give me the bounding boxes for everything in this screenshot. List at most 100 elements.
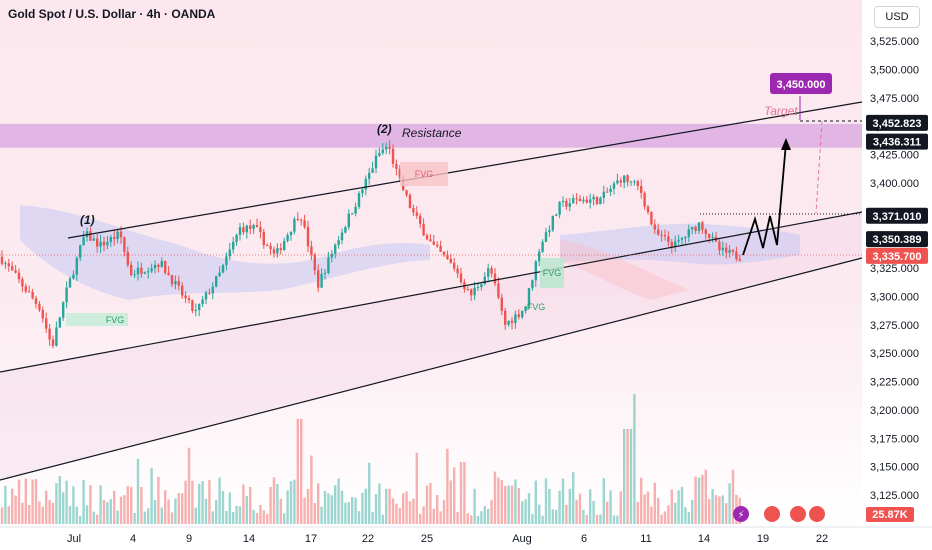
candle-body bbox=[286, 235, 289, 241]
candle-body bbox=[708, 233, 711, 238]
volume-bar bbox=[476, 515, 480, 524]
us-flag-icon[interactable] bbox=[790, 506, 806, 522]
candle-body bbox=[633, 181, 636, 183]
us-flag-icon[interactable] bbox=[764, 506, 780, 522]
candle-body bbox=[548, 230, 551, 233]
price-badge-text: 3,436.311 bbox=[873, 137, 921, 149]
fvg-label-4: FVG bbox=[527, 302, 546, 312]
volume-bar bbox=[568, 488, 571, 524]
candle-body bbox=[34, 298, 38, 304]
upper-channel-line[interactable] bbox=[67, 101, 863, 239]
volume-bar bbox=[456, 511, 459, 524]
volume-bar bbox=[364, 488, 367, 524]
volume-bar bbox=[398, 508, 401, 524]
volume-bar bbox=[17, 479, 21, 524]
volume-bar bbox=[208, 480, 211, 524]
volume-bar bbox=[245, 495, 248, 524]
lightning-icon[interactable] bbox=[733, 506, 749, 522]
volume-bar bbox=[337, 478, 340, 524]
candle-body bbox=[551, 215, 554, 231]
candle-body bbox=[640, 186, 643, 193]
candle-body bbox=[517, 314, 520, 318]
candle-body bbox=[320, 273, 323, 288]
candle-body bbox=[228, 249, 231, 257]
volume-bar bbox=[340, 490, 344, 524]
volume-bar bbox=[45, 490, 48, 524]
volume-bar bbox=[599, 514, 602, 524]
volume-bar bbox=[459, 462, 463, 524]
target-drop-line bbox=[815, 120, 823, 214]
candle-body bbox=[704, 229, 707, 234]
volume-bar bbox=[514, 479, 517, 524]
candle-body bbox=[378, 152, 381, 156]
volume-bar bbox=[303, 497, 306, 524]
y-tick-label: 3,525.000 bbox=[870, 36, 919, 48]
price-badges: 3,452.823 3,436.311 3,371.010 3,350.389 3,33… bbox=[866, 114, 928, 264]
volume-bar bbox=[106, 501, 109, 524]
volume-bar bbox=[633, 394, 636, 524]
volume-bar bbox=[330, 495, 333, 524]
symbol-title[interactable]: Gold Spot / U.S. Dollar · 4h · OANDA bbox=[8, 7, 216, 21]
candle-body bbox=[283, 240, 286, 251]
volume-bar bbox=[187, 447, 191, 524]
candle-body bbox=[619, 180, 622, 183]
candle-body bbox=[262, 231, 265, 246]
volume-bar bbox=[612, 515, 616, 524]
resistance-zone bbox=[0, 123, 862, 148]
volume-bar bbox=[606, 501, 609, 524]
candle-body bbox=[456, 268, 459, 274]
candle-body bbox=[728, 249, 731, 253]
volume-bar bbox=[640, 477, 643, 524]
candle-body bbox=[245, 225, 248, 233]
candle-body bbox=[568, 203, 571, 207]
lower-channel-line[interactable] bbox=[0, 257, 863, 481]
candle-body bbox=[235, 234, 238, 242]
volume-bar bbox=[650, 506, 653, 524]
price-badge bbox=[866, 114, 928, 131]
volume-bar bbox=[259, 504, 262, 524]
candle-body bbox=[123, 237, 126, 252]
target-price-badge[interactable] bbox=[770, 73, 832, 94]
x-tick-label: 11 bbox=[640, 533, 651, 545]
volume-bar bbox=[334, 485, 337, 524]
volume-bar bbox=[130, 487, 133, 524]
volume-bar bbox=[24, 478, 27, 524]
volume-bar bbox=[286, 490, 289, 524]
candle-body bbox=[507, 320, 510, 325]
volume-bar bbox=[555, 509, 558, 524]
currency-button[interactable]: USD bbox=[874, 6, 920, 28]
volume-bar bbox=[684, 507, 687, 524]
candle-body bbox=[636, 181, 639, 187]
volume-bar bbox=[714, 495, 718, 524]
volume-bar bbox=[150, 467, 153, 524]
candle-body bbox=[660, 234, 663, 236]
candle-body bbox=[432, 241, 435, 245]
projection-path[interactable] bbox=[742, 142, 787, 256]
candle-body bbox=[242, 227, 245, 233]
volume-bar bbox=[687, 512, 690, 524]
candle-body bbox=[592, 196, 595, 200]
candle-body bbox=[527, 288, 531, 307]
volume-bar bbox=[11, 488, 14, 524]
candle-body bbox=[419, 215, 422, 224]
volume-bar bbox=[167, 499, 170, 524]
x-tick-label: Aug bbox=[512, 533, 532, 545]
candle-body bbox=[446, 254, 449, 259]
candle-body bbox=[296, 218, 299, 220]
volume-bar bbox=[4, 485, 7, 524]
candle-body bbox=[388, 146, 391, 149]
candle-body bbox=[31, 291, 34, 299]
volume-bar bbox=[575, 499, 578, 524]
volume-bar bbox=[0, 507, 4, 524]
volume-bar bbox=[82, 479, 85, 524]
candle-body bbox=[58, 317, 61, 328]
candle-body bbox=[259, 227, 262, 232]
volume-bar bbox=[592, 501, 595, 524]
target-price-text: 3,450.000 bbox=[777, 79, 826, 91]
candle-body bbox=[697, 222, 701, 231]
candle-body bbox=[572, 198, 575, 204]
us-flag-icon[interactable] bbox=[809, 506, 825, 522]
middle-channel-line[interactable] bbox=[0, 211, 863, 373]
volume-bar bbox=[708, 499, 711, 524]
